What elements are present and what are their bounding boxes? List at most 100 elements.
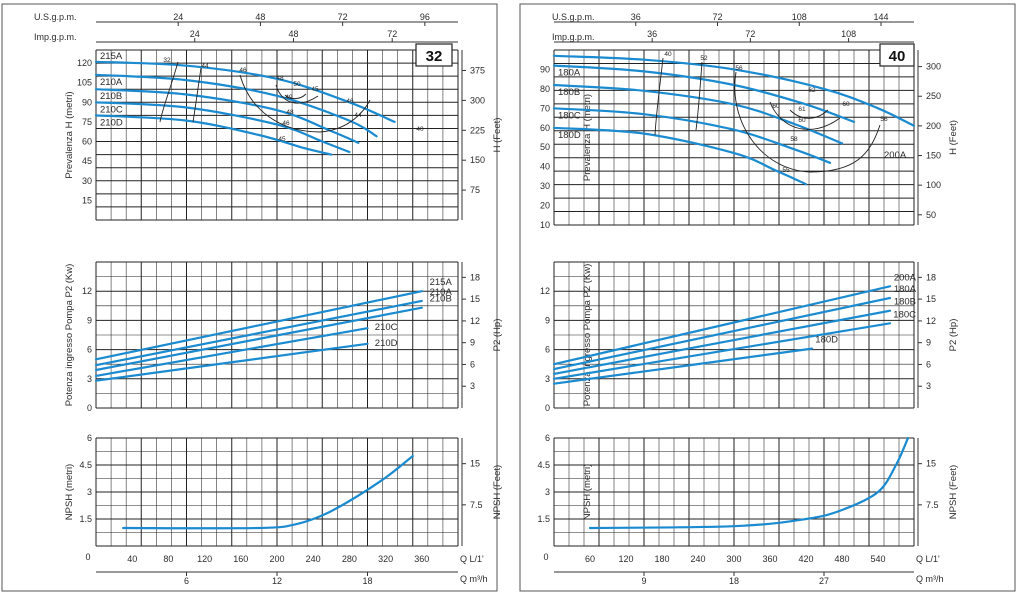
- m3h-tick-label: 6: [184, 576, 189, 586]
- power-chart: 0 3 6 9 12 3 6 9 12 15 18 Potenza ingresso Pompa P2…: [64, 261, 503, 413]
- power-ytick-label: 3: [87, 374, 92, 384]
- head-ytick-label: 105: [77, 78, 92, 88]
- power-curve-180a: [552, 296, 892, 371]
- efficiency-label: 60: [772, 103, 780, 110]
- lmin-tick-label: 480: [834, 554, 849, 564]
- npsh-ytick-label: 3: [87, 487, 92, 497]
- lmin-tick-label: 200: [269, 554, 284, 564]
- efficiency-label: 32: [163, 57, 171, 64]
- npsh-right-tick-label: 7.5: [926, 500, 939, 510]
- power-y-axis-title: Potenza ingresso Pompa P2 (Kw): [64, 264, 75, 407]
- efficiency-label: 46: [346, 98, 354, 105]
- lmin-tick-label: 360: [414, 554, 429, 564]
- lmin-tick-label: 40: [127, 554, 137, 564]
- head-ytick-label: 45: [82, 156, 92, 166]
- usgpm-tick-label: 108: [792, 12, 807, 22]
- lmin-tick-label: 120: [618, 554, 633, 564]
- efficiency-isoline: [695, 61, 703, 131]
- model-label-box: [879, 43, 915, 67]
- power-ytick-label: 3: [545, 374, 550, 384]
- impgpm-tick-label: 24: [190, 29, 200, 39]
- head-ytick-label: 60: [540, 123, 550, 133]
- efficiency-label: 60: [842, 101, 850, 108]
- power-ytick-label: 9: [87, 315, 92, 325]
- npsh-right-axis-title: NPSH (Feet): [948, 465, 959, 519]
- head-series-label: 200A: [884, 150, 907, 161]
- power-curve-180c: [552, 322, 892, 380]
- origin-label: 0: [543, 552, 548, 562]
- head-right-tick-label: 200: [926, 121, 941, 131]
- head-curve-210b: [94, 88, 360, 144]
- head-right-tick-label: 150: [470, 155, 485, 165]
- efficiency-label: 45: [278, 136, 286, 143]
- head-right-tick-label: 50: [926, 210, 936, 220]
- power-ytick-label: 12: [540, 286, 550, 296]
- efficiency-isoline: [284, 93, 307, 100]
- origin-label: 0: [85, 552, 90, 562]
- usgpm-axis-title: U.S.g.p.m.: [552, 12, 595, 22]
- m3h-tick-label: 27: [819, 576, 829, 586]
- efficiency-isoline: [654, 57, 664, 136]
- npsh-y-axis-title: NPSH (metri): [64, 464, 75, 520]
- lmin-tick-label: 300: [726, 554, 741, 564]
- power-right-axis-title: P2 (Hp): [948, 319, 959, 352]
- power-curve-210c: [94, 327, 369, 377]
- power-curve-210a: [94, 299, 423, 367]
- head-curve-180a: [552, 64, 856, 123]
- power-series-label: 210A: [430, 287, 453, 298]
- model-label: 40: [889, 48, 906, 65]
- lmin-tick-label: 180: [654, 554, 669, 564]
- efficiency-label: 48: [276, 75, 284, 82]
- head-ytick-label: 80: [540, 84, 550, 94]
- npsh-y-axis-title: NPSH (metri): [582, 464, 593, 520]
- impgpm-tick-label: 72: [745, 29, 755, 39]
- usgpm-tick-label: 48: [255, 12, 265, 22]
- power-right-tick-label: 18: [470, 272, 480, 282]
- head-curve-200a: [552, 54, 916, 127]
- power-series-label: 180A: [894, 284, 917, 295]
- lmin-tick-label: 160: [233, 554, 248, 564]
- npsh-grid: [553, 437, 915, 547]
- efficiency-label: 46: [239, 67, 247, 74]
- m3h-tick-label: 18: [729, 576, 739, 586]
- impgpm-axis-title: Imp.g.p.m.: [552, 32, 595, 42]
- head-chart: 10 20 30 40 50 60 70 80 90 50 100 150 200 250 300 Preva…: [540, 49, 959, 230]
- impgpm-tick-label: 108: [841, 29, 856, 39]
- efficiency-label: 44: [354, 112, 362, 119]
- lmin-tick-label: 320: [378, 554, 393, 564]
- power-series-label: 215A: [430, 277, 453, 288]
- power-right-tick-label: 15: [926, 294, 936, 304]
- power-curve-180b: [552, 309, 892, 375]
- head-curve-210a: [94, 73, 378, 138]
- usgpm-tick-label: 72: [338, 12, 348, 22]
- head-series-label: 180D: [558, 130, 581, 141]
- efficiency-isoline: [275, 84, 319, 104]
- power-ytick-label: 6: [87, 345, 92, 355]
- power-curve-180d: [552, 347, 814, 385]
- m3h-axis-title: Q m³/h: [916, 574, 944, 584]
- efficiency-label: 50: [293, 81, 301, 88]
- power-right-tick-label: 15: [470, 294, 480, 304]
- efficiency-isoline: [239, 74, 371, 133]
- efficiency-label: 58: [790, 136, 798, 143]
- head-curve-180d: [552, 126, 808, 186]
- power-series-label: 210C: [375, 322, 398, 333]
- power-right-axis-title: P2 (Hp): [492, 319, 503, 352]
- m3h-tick-label: 12: [272, 576, 282, 586]
- efficiency-label: 61: [798, 106, 806, 113]
- efficiency-label: 62: [808, 87, 816, 94]
- head-right-tick-label: 300: [926, 62, 941, 72]
- efficiency-isoline: [734, 71, 881, 173]
- head-ytick-label: 90: [540, 64, 550, 74]
- power-right-tick-label: 6: [926, 359, 931, 369]
- impgpm-tick-label: 72: [387, 29, 397, 39]
- npsh-chart: 1.5 3 4.5 6 7.5 15 NPSH (metri) NPSH (Feet): [64, 433, 503, 547]
- head-ytick-label: 90: [82, 97, 92, 107]
- npsh-chart: 1.5 3 4.5 6 7.5 15 NPSH (metri) NPSH (Feet): [537, 433, 959, 547]
- power-chart: 0 3 6 9 12 3 6 9 12 15 18 Potenza ingresso Pompa P2…: [540, 261, 959, 413]
- npsh-ytick-label: 6: [545, 433, 550, 443]
- power-ytick-label: 6: [545, 345, 550, 355]
- head-series-label: 180C: [558, 110, 581, 121]
- efficiency-label: 48: [286, 109, 294, 116]
- npsh-ytick-label: 4.5: [79, 460, 92, 470]
